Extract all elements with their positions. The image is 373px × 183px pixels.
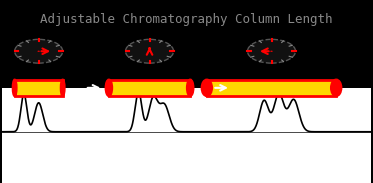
FancyBboxPatch shape xyxy=(2,88,371,183)
Ellipse shape xyxy=(331,80,341,96)
FancyBboxPatch shape xyxy=(109,80,190,96)
Circle shape xyxy=(148,51,151,52)
Ellipse shape xyxy=(202,80,212,96)
FancyBboxPatch shape xyxy=(207,80,336,96)
Circle shape xyxy=(37,51,40,52)
Text: Adjustable Chromatography Column Length: Adjustable Chromatography Column Length xyxy=(40,13,333,26)
Ellipse shape xyxy=(187,80,194,96)
Circle shape xyxy=(15,39,63,63)
Ellipse shape xyxy=(106,80,112,96)
Ellipse shape xyxy=(13,80,16,96)
Circle shape xyxy=(270,51,273,52)
Ellipse shape xyxy=(61,80,65,96)
FancyBboxPatch shape xyxy=(15,80,63,96)
Circle shape xyxy=(247,39,295,63)
Circle shape xyxy=(126,39,173,63)
